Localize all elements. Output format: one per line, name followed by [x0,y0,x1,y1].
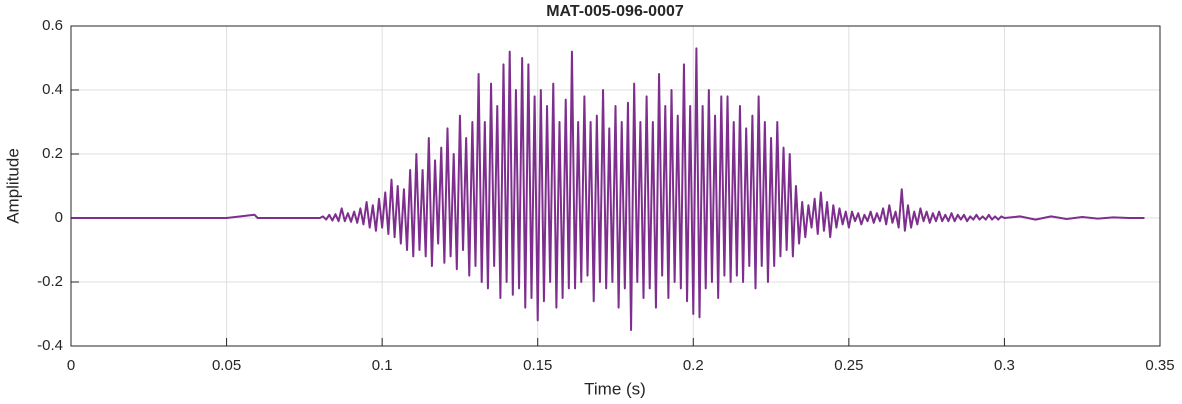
x-tick-label: 0.1 [372,357,393,374]
y-tick-label: 0 [55,209,63,226]
waveform-line [71,47,1145,331]
y-tick-label: 0.2 [42,145,63,162]
y-tick-label: -0.4 [37,337,63,354]
y-tick-label: -0.2 [37,273,63,290]
y-tick-label: 0.4 [42,81,63,98]
x-tick-label: 0.05 [212,357,241,374]
plot-area [71,26,1160,346]
chart-title: MAT-005-096-0007 [546,3,684,20]
x-axis-label: Time (s) [584,379,646,398]
x-tick-label: 0.25 [834,357,863,374]
x-tick-label: 0.3 [994,357,1015,374]
x-tick-label: 0.15 [523,357,552,374]
axes-box [70,25,1161,347]
y-tick-label: 0.6 [42,17,63,34]
y-axis-label: Amplitude [3,148,22,224]
x-tick-label: 0.35 [1145,357,1174,374]
x-tick-label: 0 [67,357,75,374]
x-tick-label: 0.2 [683,357,704,374]
